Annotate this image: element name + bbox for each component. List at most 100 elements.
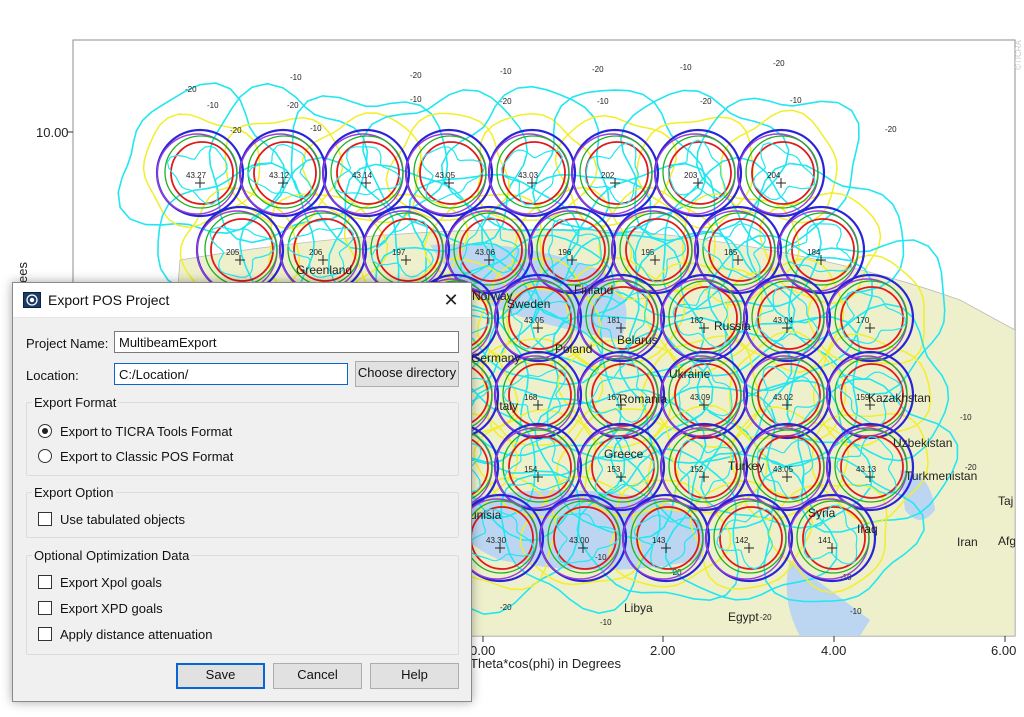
beam-label: 203 [684,171,698,180]
apply-distance-attenuation-checkbox[interactable] [38,627,52,641]
contour-cyan [530,234,705,380]
use-tabulated-objects-label[interactable]: Use tabulated objects [60,512,186,527]
contour-inner [633,514,699,569]
contour-level-label: -20 [700,97,712,106]
beam-label: 43.09 [690,393,711,402]
contour-inner [678,361,733,423]
contour-inner [842,290,907,344]
beam-ring-green [668,429,742,503]
save-button[interactable]: Save [176,663,265,689]
project-name-input[interactable] [114,331,459,353]
contour-inner [762,365,820,427]
beam-label: 43.05 [773,465,794,474]
contour-cyan [627,230,796,378]
ticra-tools-format-label[interactable]: Export to TICRA Tools Format [60,424,233,439]
export-xpd-goals-label[interactable]: Export XPD goals [60,601,163,616]
contour-level-label: -20 [760,613,772,622]
contour-inner [371,219,434,278]
beam-ring-green [713,500,787,574]
optimization-data-title: Optional Optimization Data [32,548,192,563]
contour-inner [836,371,903,426]
contour-yellow [423,193,544,303]
beam-label: 168 [524,393,538,402]
beam-ring-red [459,218,523,282]
apply-distance-attenuation-label[interactable]: Apply distance attenuation [60,627,213,642]
contour-cyan [362,89,529,246]
export-format-title: Export Format [32,395,119,410]
contour-level-label: -10 [207,101,219,110]
optimization-data-group [26,555,459,655]
contour-cyan [619,89,790,242]
close-icon[interactable]: ✕ [443,290,459,310]
contour-inner [209,226,276,278]
beam-ring-red [170,141,234,205]
contour-level-label: -10 [790,96,802,105]
contour-cyan [208,82,369,244]
beam-label: 141 [818,536,832,545]
choose-directory-button[interactable]: Choose directory [355,361,459,387]
beam-label: 159 [856,393,870,402]
beam-ring-green [796,500,870,574]
map-label: Afg [998,534,1016,548]
use-tabulated-objects-checkbox[interactable] [38,512,52,526]
beam-ring-green [496,135,570,209]
beam-label: 43.04 [773,316,794,325]
beam-ring-green [745,135,819,209]
contour-inner [756,439,814,501]
map-label: Italy [496,399,518,413]
beam-ring-red [253,141,317,205]
beam-label: 43.13 [856,465,877,474]
export-xpd-goals-checkbox[interactable] [38,601,52,615]
contour-inner [624,225,686,283]
export-option-title: Export Option [32,485,116,500]
contour-inner [752,142,816,201]
beam-ring-green [453,212,527,286]
map-label: Turkey [728,459,764,473]
map-label: Greenland [296,263,352,277]
location-input[interactable] [114,363,348,385]
beam-label: 197 [392,248,406,257]
contour-yellow [565,257,686,369]
beam-ring-green [547,500,621,574]
beam-ring-red [751,141,815,205]
map-label: unisia [470,508,502,522]
classic-pos-format-radio[interactable] [38,449,52,463]
map-label: Ukraine [669,367,711,381]
contour-inner [667,139,726,199]
help-button[interactable]: Help [370,663,459,689]
beam-ring-red [502,141,566,205]
beam-ring-green [834,429,908,503]
contour-inner [503,368,566,426]
dialog-titlebar: Export POS Project ✕ [13,283,471,318]
export-xpol-goals-label[interactable]: Export Xpol goals [60,575,162,590]
contour-cyan [664,452,838,601]
ticra-tools-format-radio[interactable] [38,424,52,438]
beam-ring-red [508,363,572,427]
classic-pos-format-label[interactable]: Export to Classic POS Format [60,449,234,464]
beam-ring-green [702,212,776,286]
contour-inner [247,143,312,199]
beam-label: 195 [641,248,655,257]
beam-label: 143 [652,536,666,545]
export-xpol-goals-checkbox[interactable] [38,575,52,589]
location-label: Location: [26,368,79,383]
beam-ring-green [785,212,859,286]
beam-label: 43.06 [475,248,496,257]
beam-ring-green [247,135,321,209]
beam-ring-red [802,506,866,570]
project-name-label: Project Name: [26,336,109,351]
dialog-title: Export POS Project [48,292,170,308]
contour-inner [467,508,535,562]
beam-ring-red [757,363,821,427]
contour-inner [584,142,639,205]
cancel-button[interactable]: Cancel [273,663,362,689]
beam-ring-red [508,435,572,499]
beam-label: 43.30 [486,536,507,545]
beam-ring-green [330,135,404,209]
contour-inner [716,508,774,570]
contour-level-label: -10 [840,573,852,582]
y-tick-label: 10.00 [36,125,69,140]
contour-level-label: -10 [595,553,607,562]
map-label: Syria [808,506,836,520]
map-label: Kazakhstan [868,391,931,405]
